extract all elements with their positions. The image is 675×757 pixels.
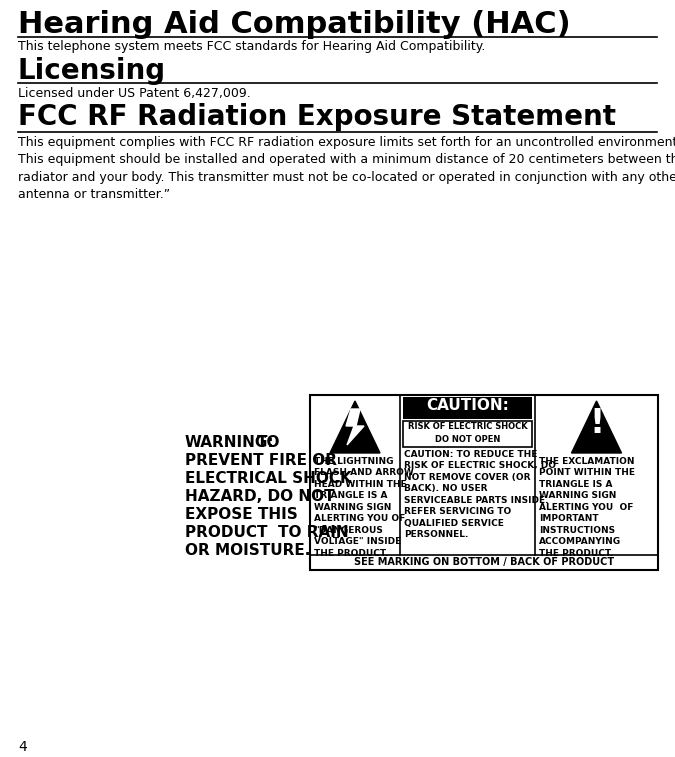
Text: HAZARD, DO NOT: HAZARD, DO NOT <box>185 489 335 504</box>
Polygon shape <box>572 401 622 453</box>
Text: Hearing Aid Compatibility (HAC): Hearing Aid Compatibility (HAC) <box>18 10 570 39</box>
Text: !: ! <box>589 407 604 440</box>
Text: CAUTION: TO REDUCE THE
RISK OF ELECTRIC SHOCK, DO
NOT REMOVE COVER (OR
BACK). NO: CAUTION: TO REDUCE THE RISK OF ELECTRIC … <box>404 450 556 539</box>
Text: Licensed under US Patent 6,427,009.: Licensed under US Patent 6,427,009. <box>18 87 250 100</box>
Text: RISK OF ELECTRIC SHOCK
DO NOT OPEN: RISK OF ELECTRIC SHOCK DO NOT OPEN <box>408 422 527 444</box>
Polygon shape <box>346 409 364 445</box>
Text: OR MOISTURE.: OR MOISTURE. <box>185 543 310 558</box>
Text: SEE MARKING ON BOTTOM / BACK OF PRODUCT: SEE MARKING ON BOTTOM / BACK OF PRODUCT <box>354 557 614 568</box>
Text: PREVENT FIRE OR: PREVENT FIRE OR <box>185 453 337 468</box>
Polygon shape <box>330 401 380 453</box>
Text: THE LIGHTNING
FLASH AND ARROW
HEAD WITHIN THE
TRIANGLE IS A
WARNING SIGN
ALERTIN: THE LIGHTNING FLASH AND ARROW HEAD WITHI… <box>314 457 414 558</box>
Bar <box>403 397 532 419</box>
Text: WARNING:: WARNING: <box>185 435 275 450</box>
Text: CAUTION:: CAUTION: <box>426 398 509 413</box>
Bar <box>403 421 532 447</box>
Text: EXPOSE THIS: EXPOSE THIS <box>185 507 298 522</box>
Bar <box>310 395 658 570</box>
Text: PRODUCT  TO RAIN: PRODUCT TO RAIN <box>185 525 348 540</box>
Text: FCC RF Radiation Exposure Statement: FCC RF Radiation Exposure Statement <box>18 103 616 131</box>
Text: This telephone system meets FCC standards for Hearing Aid Compatibility.: This telephone system meets FCC standard… <box>18 40 485 53</box>
Text: TO: TO <box>257 435 281 450</box>
Text: Licensing: Licensing <box>18 57 166 85</box>
Text: THE EXCLAMATION
POINT WITHIN THE
TRIANGLE IS A
WARNING SIGN
ALERTING YOU  OF
IMP: THE EXCLAMATION POINT WITHIN THE TRIANGL… <box>539 457 635 558</box>
Text: This equipment complies with FCC RF radiation exposure limits set forth for an u: This equipment complies with FCC RF radi… <box>18 136 675 201</box>
Text: ELECTRICAL SHOCK: ELECTRICAL SHOCK <box>185 471 352 486</box>
Text: 4: 4 <box>18 740 27 754</box>
